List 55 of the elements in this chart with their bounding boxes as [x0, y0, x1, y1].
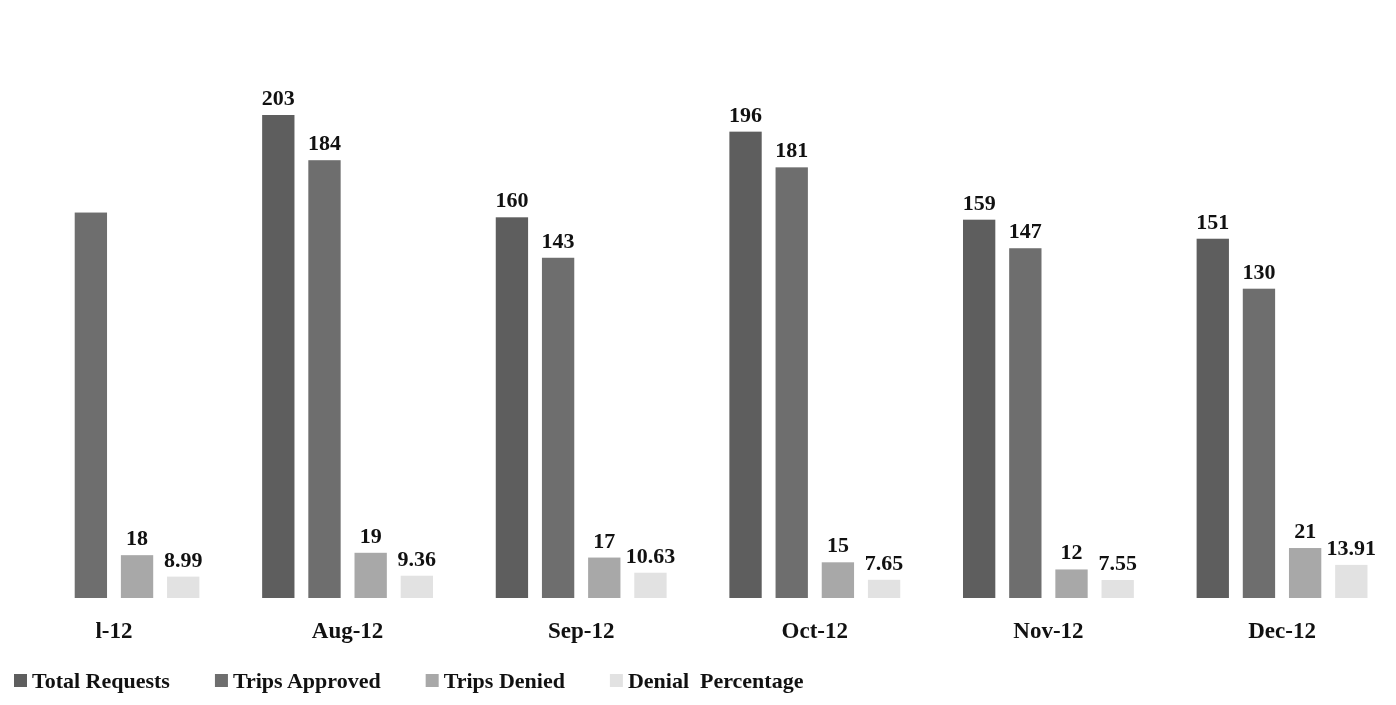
- bar: [867, 579, 901, 598]
- data-label: 8.99: [163, 546, 203, 572]
- data-label: 159: [962, 189, 996, 215]
- bar: [1101, 580, 1134, 598]
- legend-label: Trips Denied: [443, 668, 565, 693]
- x-tick-label: l-12: [95, 617, 133, 643]
- data-label: 18: [126, 525, 149, 551]
- data-label: 196: [729, 101, 763, 127]
- bar: [74, 212, 108, 598]
- data-label: 7.55: [1098, 550, 1137, 576]
- bar: [775, 167, 808, 598]
- data-label: 7.65: [864, 549, 904, 575]
- bar: [1288, 548, 1322, 598]
- bar: [262, 115, 295, 598]
- legend-label: Trips Approved: [232, 668, 381, 693]
- bar: [400, 575, 434, 598]
- bar: [495, 217, 529, 598]
- bar: [1196, 238, 1229, 598]
- x-tick-label: Sep-12: [547, 617, 615, 643]
- data-label: 143: [541, 227, 575, 253]
- legend-label: Total Requests: [32, 668, 171, 693]
- data-label: 17: [593, 527, 616, 553]
- bar: [588, 557, 621, 598]
- bar: [634, 572, 667, 598]
- x-tick-label: Oct-12: [781, 617, 849, 643]
- bar: [962, 219, 996, 598]
- data-label: 15: [826, 532, 849, 558]
- bar: [167, 576, 200, 598]
- bar: [354, 552, 387, 598]
- data-label: 203: [261, 85, 295, 110]
- data-label: 12: [1060, 539, 1083, 565]
- data-label: 160: [495, 187, 529, 213]
- bar: [821, 562, 855, 598]
- bar: [120, 555, 154, 598]
- x-tick-label: Aug-12: [311, 617, 384, 643]
- bar: [1335, 564, 1368, 598]
- bar: [1009, 248, 1042, 598]
- x-tick-label: Dec-12: [1248, 617, 1316, 643]
- data-label: 151: [1196, 208, 1230, 234]
- bar: [729, 131, 762, 598]
- data-label: 13.91: [1326, 534, 1377, 560]
- bar: [1055, 569, 1088, 598]
- legend-label: Denial Percentage: [627, 668, 804, 693]
- data-label: 9.36: [397, 545, 437, 571]
- data-label: 147: [1008, 218, 1042, 244]
- data-label: 21: [1294, 518, 1317, 544]
- data-label: 184: [307, 130, 341, 156]
- bar: [541, 257, 575, 598]
- data-label: 19: [359, 522, 382, 548]
- x-tick-label: Nov-12: [1013, 617, 1084, 643]
- data-label: 130: [1242, 258, 1276, 284]
- bar: [1242, 288, 1276, 598]
- data-label: 181: [775, 137, 809, 163]
- bar: [308, 160, 341, 598]
- data-label: 10.63: [625, 542, 676, 568]
